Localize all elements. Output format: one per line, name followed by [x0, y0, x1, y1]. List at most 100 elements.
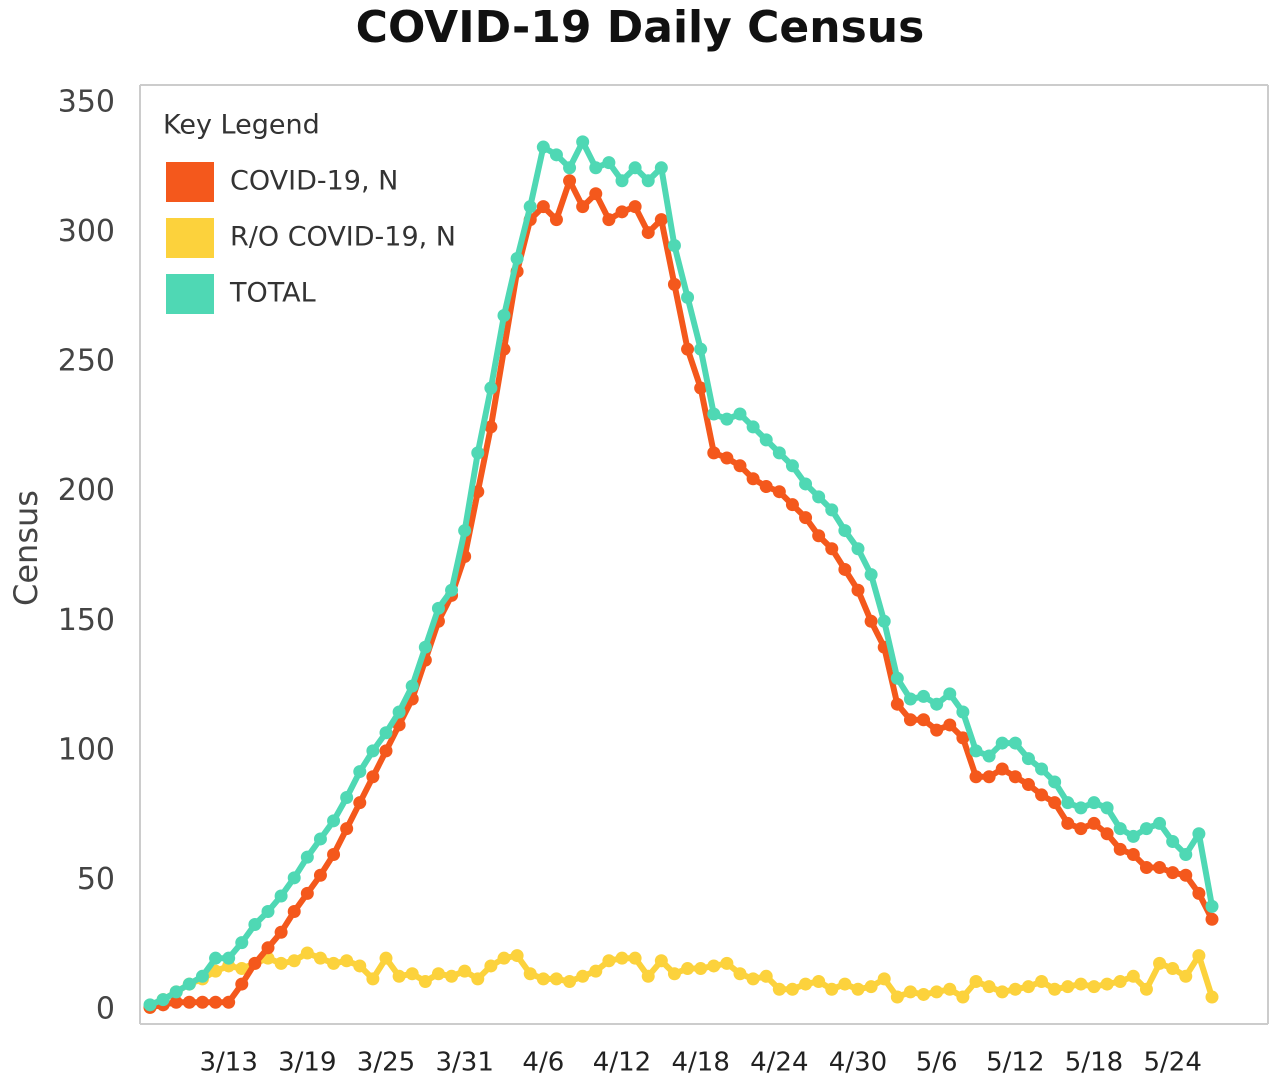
x-tick-label: 5/12 — [986, 1048, 1044, 1078]
legend-title: Key Legend — [163, 110, 320, 141]
point — [327, 848, 341, 862]
point — [1021, 752, 1035, 766]
point — [1113, 974, 1127, 988]
point — [667, 967, 681, 981]
point — [628, 951, 642, 965]
point — [851, 542, 865, 556]
point — [1021, 778, 1035, 792]
point — [1100, 977, 1114, 991]
point — [746, 972, 760, 986]
point — [654, 213, 668, 227]
point — [1008, 736, 1022, 750]
point — [956, 705, 970, 719]
point — [418, 640, 432, 654]
point — [235, 936, 249, 950]
point — [654, 161, 668, 175]
point — [694, 342, 708, 356]
y-tick-label: 0 — [96, 992, 115, 1027]
point — [576, 969, 590, 983]
point — [327, 814, 341, 828]
point — [287, 954, 301, 968]
point — [523, 967, 537, 981]
point — [1061, 980, 1075, 994]
point — [536, 140, 550, 154]
point — [418, 974, 432, 988]
point — [733, 967, 747, 981]
point — [746, 472, 760, 486]
point — [799, 977, 813, 991]
point — [1179, 868, 1193, 882]
point — [733, 459, 747, 473]
point — [890, 671, 904, 685]
point — [864, 614, 878, 628]
point — [471, 972, 485, 986]
point — [1153, 816, 1167, 830]
point — [1048, 796, 1062, 810]
point — [1205, 912, 1219, 926]
point — [720, 451, 734, 465]
point — [182, 977, 196, 991]
y-tick-label: 50 — [77, 862, 115, 897]
point — [340, 822, 354, 836]
point — [536, 972, 550, 986]
x-tick-label: 4/12 — [593, 1048, 651, 1078]
point — [589, 161, 603, 175]
point — [484, 420, 498, 434]
point — [825, 503, 839, 517]
point — [759, 480, 773, 494]
point — [379, 744, 393, 758]
point — [917, 713, 931, 727]
point — [235, 977, 249, 991]
point — [785, 459, 799, 473]
point — [313, 832, 327, 846]
point — [1113, 842, 1127, 856]
y-tick-label: 200 — [58, 473, 115, 508]
legend-label: COVID-19, N — [230, 166, 398, 197]
point — [471, 446, 485, 460]
point — [353, 765, 367, 779]
series-line — [149, 177, 1215, 1011]
point — [497, 308, 511, 322]
point — [772, 446, 786, 460]
point — [772, 982, 786, 996]
point — [825, 542, 839, 556]
point — [707, 407, 721, 421]
point — [1205, 990, 1219, 1004]
point — [261, 941, 275, 955]
point — [549, 213, 563, 227]
point — [1074, 822, 1088, 836]
point — [431, 967, 445, 981]
point — [248, 956, 262, 970]
x-tick-label: 5/24 — [1143, 1048, 1201, 1078]
point — [1139, 982, 1153, 996]
point — [707, 959, 721, 973]
point — [877, 972, 891, 986]
point — [510, 949, 524, 963]
point — [287, 905, 301, 919]
point — [654, 954, 668, 968]
point — [379, 726, 393, 740]
point — [1192, 827, 1206, 841]
point — [576, 135, 590, 149]
point — [917, 987, 931, 1001]
point — [943, 687, 957, 701]
point — [182, 995, 196, 1009]
point — [667, 277, 681, 291]
x-tick-label: 3/13 — [199, 1048, 257, 1078]
point — [300, 946, 314, 960]
point — [969, 744, 983, 758]
point — [720, 956, 734, 970]
point — [799, 511, 813, 525]
point — [209, 964, 223, 978]
point — [864, 568, 878, 582]
point — [903, 692, 917, 706]
point — [1035, 762, 1049, 776]
point — [759, 969, 773, 983]
point — [1179, 969, 1193, 983]
point — [300, 850, 314, 864]
point — [785, 982, 799, 996]
point — [995, 762, 1009, 776]
point — [340, 954, 354, 968]
y-tick-label: 350 — [58, 85, 115, 120]
